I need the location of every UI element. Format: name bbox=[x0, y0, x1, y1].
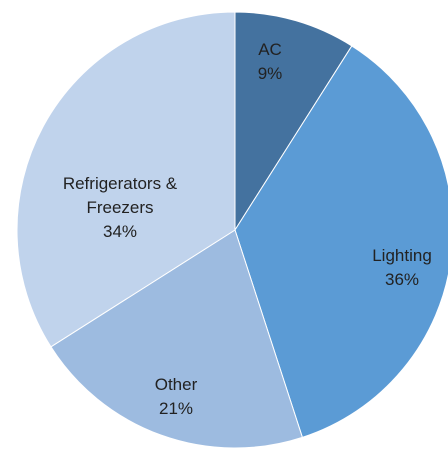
value-label: 21% bbox=[158, 399, 194, 418]
pie-slice bbox=[234, 11, 353, 232]
value-label: 34% bbox=[102, 222, 138, 241]
value-label: 9% bbox=[257, 64, 283, 83]
category-label: Lighting bbox=[372, 246, 432, 265]
pie-slice bbox=[50, 229, 303, 449]
pie-slice bbox=[234, 45, 448, 438]
slice-label: AC 9% bbox=[230, 38, 310, 86]
pie-slice bbox=[16, 11, 236, 348]
category-label: Refrigerators & Freezers bbox=[62, 174, 178, 217]
category-label: Other bbox=[154, 375, 198, 394]
slice-label: Refrigerators & Freezers 34% bbox=[35, 172, 205, 244]
slice-label: Lighting 36% bbox=[352, 244, 448, 292]
category-label: AC bbox=[258, 40, 282, 59]
slice-label: Other 21% bbox=[136, 373, 216, 421]
value-label: 36% bbox=[384, 270, 420, 289]
